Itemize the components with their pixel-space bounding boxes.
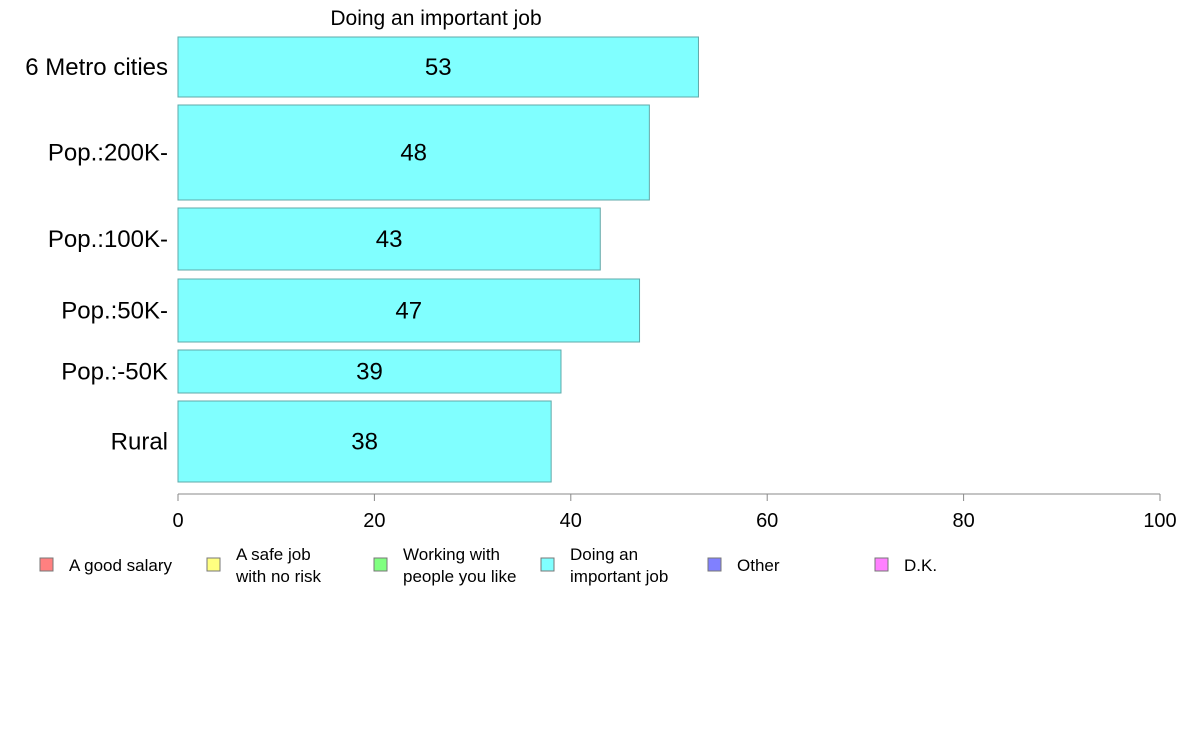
x-axis: 0 20 40 60 80 100 [172, 493, 1177, 532]
legend-swatch [39, 557, 54, 572]
data-label: 48 [400, 140, 427, 167]
category-label: Pop.:100K- [48, 226, 168, 253]
category-label: Pop.:200K- [48, 140, 168, 167]
bar-pop-200k [177, 104, 650, 201]
chart-title: Doing an important job [330, 7, 541, 30]
legend-swatch [540, 557, 555, 572]
data-label: 53 [425, 54, 452, 81]
x-tick-label: 60 [756, 510, 778, 532]
x-tick-label: 80 [952, 510, 974, 532]
data-label: 38 [351, 429, 378, 456]
bar-pop-50k [177, 349, 562, 394]
category-label: Rural [111, 429, 168, 456]
x-tick-label: 0 [172, 510, 183, 532]
legend-label: Working with people you like [403, 545, 516, 586]
legend-label: A good salary [69, 556, 173, 575]
bars-group: 53 6 Metro cities 48 Pop.:200K- 43 Pop.:100K-… [25, 36, 699, 483]
legend-label-line: Working with [403, 545, 500, 564]
legend-label-line: A safe job [236, 545, 311, 564]
category-label: Pop.:-50K [61, 359, 168, 386]
bar-pop-50k [177, 278, 641, 343]
legend-swatch [206, 557, 221, 572]
legend-swatch [707, 557, 722, 572]
data-label: 47 [395, 298, 422, 325]
bar-6-metro-cities [177, 36, 699, 98]
data-label: 39 [356, 359, 383, 386]
x-tick-label: 40 [560, 510, 582, 532]
legend-label: A safe job with no risk [235, 545, 322, 586]
legend-label-line: people you like [403, 567, 516, 586]
legend-swatch [874, 557, 889, 572]
legend-label-line: with no risk [235, 567, 322, 586]
bar-rural [177, 400, 552, 483]
category-label: Pop.:50K- [61, 298, 168, 325]
x-tick-label: 100 [1143, 510, 1176, 532]
legend: A good salary A safe job with no risk Worki… [39, 545, 937, 586]
legend-label: Doing an important job [570, 545, 668, 586]
legend-label-line: Doing an [570, 545, 638, 564]
legend-label: D.K. [904, 556, 937, 575]
legend-swatch [373, 557, 388, 572]
legend-label-line: important job [570, 567, 668, 586]
data-label: 43 [376, 226, 403, 253]
legend-label: Other [737, 556, 780, 575]
x-tick-label: 20 [363, 510, 385, 532]
category-label: 6 Metro cities [25, 54, 168, 81]
bar-pop-100k [177, 207, 601, 271]
